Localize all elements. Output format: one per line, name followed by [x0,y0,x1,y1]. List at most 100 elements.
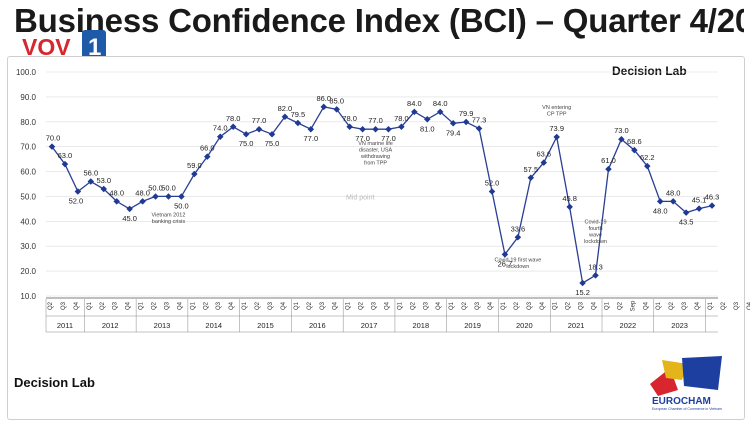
x-tick-label: Q4 [74,301,80,310]
x-tick-label: Q1 [656,301,662,310]
annotations: Vietnam 2012 banking crisis VN marine life… [152,105,607,270]
data-point [359,125,366,133]
data-label: 62.2 [640,153,655,162]
data-label: 84.0 [433,99,448,108]
data-point [566,203,573,211]
x-tick-label: Q3 [682,301,688,310]
annotation: Covid-19 fourth wave lockdown [584,219,607,245]
x-tick-label: Q4 [436,301,442,310]
annotation-line: lockdown [506,264,529,270]
data-label: 15.2 [575,288,590,297]
page-title: Business Confidence Index (BCI) – Quarte… [14,2,744,39]
data-label: 77.0 [368,116,383,125]
annotation: VN entering CP TPP [542,105,571,118]
x-tick-label: Q1 [449,301,455,310]
annotation-line: VN entering [542,105,571,111]
y-tick-label: 60.0 [20,168,36,177]
x-tick-label: Q2 [721,301,727,310]
data-label: 77.0 [355,134,370,143]
y-tick-label: 70.0 [20,143,36,152]
data-label: 48.0 [109,188,124,197]
data-label: 77.0 [381,134,396,143]
brand-top: Decision Lab [612,64,687,78]
data-point [385,125,392,133]
y-tick-label: 40.0 [20,217,36,226]
data-point [527,174,535,182]
data-label: 79.5 [291,110,306,119]
data-label: 82.0 [278,104,293,113]
data-point [644,162,651,170]
y-tick-label: 20.0 [20,267,36,276]
data-label: 75.0 [239,139,254,148]
x-tick-label: Q3 [61,301,67,310]
x-tick-label: Q2 [617,301,623,310]
data-point [540,159,548,166]
x-tick-label: Q1 [553,301,559,310]
annotation-line: CP TPP [547,111,567,117]
annotation-line: Covid-19 [585,219,607,225]
data-label: 84.0 [407,99,422,108]
x-tick-label: Q1 [139,301,145,310]
x-tick-label: Q4 [384,301,390,310]
data-point [488,188,496,195]
data-point [372,125,379,133]
data-label: 45.0 [122,214,137,223]
data-point [618,135,625,143]
annotation: VN marine life disaster, USA withdrawing fr… [358,141,393,167]
data-label: 68.6 [627,137,642,146]
data-point [605,165,612,173]
data-label: 77.0 [252,116,267,125]
data-label: 66.0 [200,144,215,153]
x-tick-label: Q2 [48,301,54,310]
x-year-label: 2011 [57,321,73,330]
x-tick-label: Q4 [177,301,183,310]
y-axis: 10.0 20.0 30.0 40.0 50.0 60.0 70.0 80.0 90.0 100.… [16,68,37,301]
data-label: 63.0 [58,151,73,160]
data-point [255,125,263,133]
vov-logo-number: 1 [88,34,101,61]
data-point [436,108,444,116]
x-tick-label: Q4 [126,301,132,310]
x-year-label: 2017 [361,321,378,330]
y-tick-label: 10.0 [20,292,36,301]
data-point [242,130,250,138]
data-label: 73.9 [549,124,564,133]
data-label: 79.4 [446,128,461,137]
x-tick-label: Q3 [423,301,429,310]
vov-logo: VOV 1 THỜI SỰ [22,30,106,66]
data-label: 33.6 [511,224,526,233]
x-tick-label: Q4 [281,301,287,310]
x-tick-label: Q3 [164,301,170,310]
annotation-line: banking crisis [152,219,186,225]
x-tick-label: Q2 [462,301,468,310]
data-point [307,125,315,133]
series-line [51,106,713,285]
data-label: 43.5 [679,218,694,227]
eurocham-sub: European Chamber of Commerce in Vietnam [652,407,722,411]
data-label: 78.0 [394,114,409,123]
data-label: 79.9 [459,109,474,118]
data-label: 77.0 [304,134,319,143]
data-point [152,193,159,200]
annotation-line: from TPP [364,161,387,167]
x-year-label: 2020 [516,321,533,330]
data-point [449,120,457,127]
x-tick-label: Q3 [527,301,533,310]
annotation-line: disaster, USA [359,148,393,154]
x-tick-label: Q1 [242,301,248,310]
data-label: 85.0 [329,96,344,105]
data-label: 48.0 [653,206,668,215]
x-year-label: 2016 [309,321,326,330]
x-tick-label: Q3 [475,301,481,310]
x-tick-label: Q4 [540,301,546,310]
data-point [579,279,586,287]
data-label: 86.0 [316,94,331,103]
data-label: 74.0 [213,124,228,133]
x-tick-label: Q1 [501,301,507,310]
x-year-label: 2019 [464,321,481,330]
x-year-label: 2013 [154,321,171,330]
x-tick-label: Q2 [669,301,675,310]
data-label: 52.0 [69,196,84,205]
data-label: 53.0 [96,176,111,185]
x-tick-label: Q4 [488,301,494,310]
